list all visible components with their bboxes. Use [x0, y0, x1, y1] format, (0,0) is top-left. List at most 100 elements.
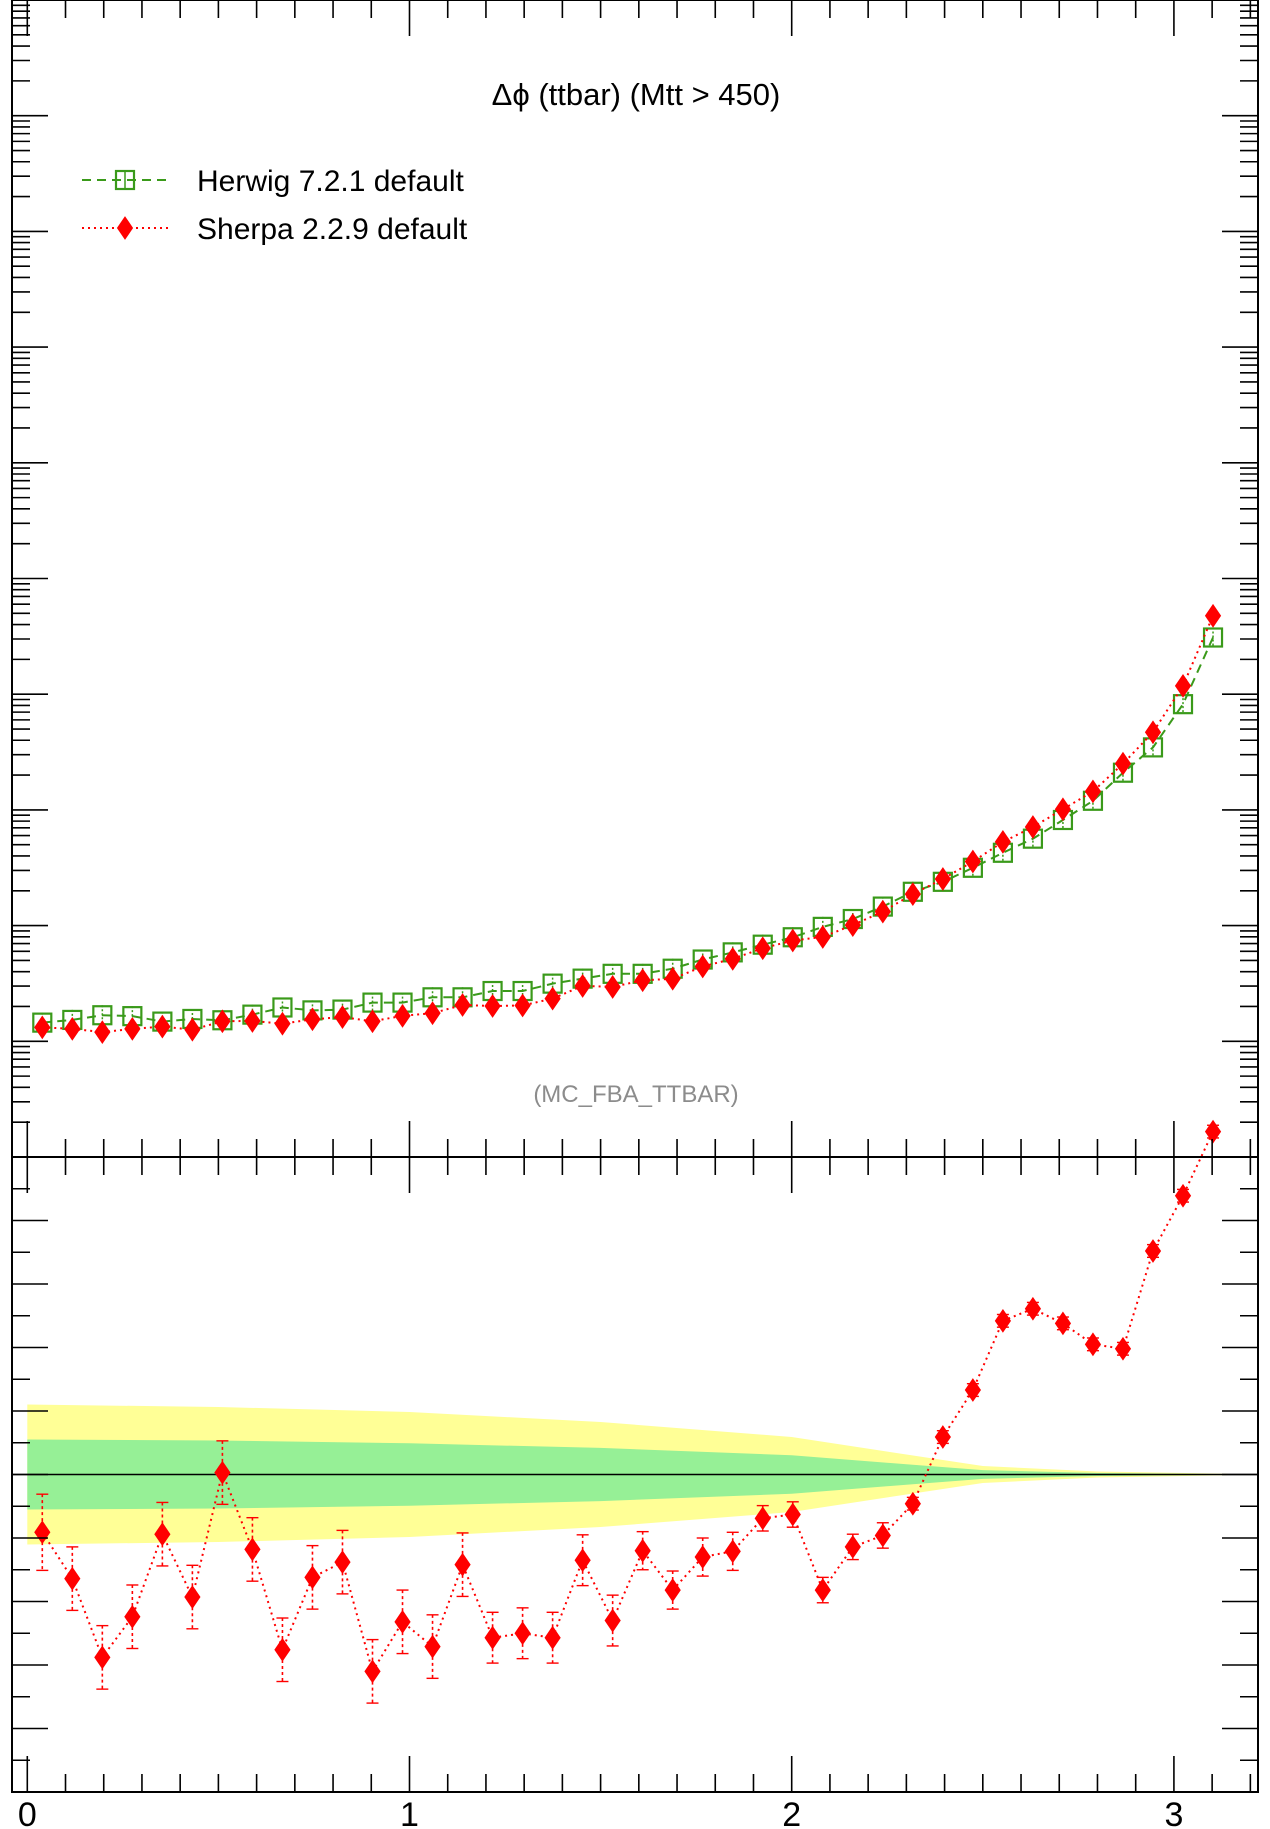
x-tick-label-2: 2	[782, 1796, 801, 1829]
ratio-point	[934, 1425, 951, 1449]
main-point	[814, 925, 831, 949]
ratio-point	[844, 1535, 861, 1559]
main-point	[184, 1017, 201, 1042]
ratio-point	[214, 1460, 231, 1485]
ratio-point	[454, 1552, 471, 1577]
main-point	[754, 936, 771, 961]
ratio-point	[124, 1604, 141, 1629]
main-series-line	[42, 637, 1214, 1024]
main-point	[94, 1020, 111, 1045]
legend-label-herwig: Herwig 7.2.1 default	[197, 165, 464, 198]
main-point	[454, 993, 471, 1017]
main-point	[634, 968, 651, 993]
ratio-point	[394, 1609, 411, 1634]
main-point	[1024, 815, 1042, 839]
title-symbol: Δϕ	[492, 77, 530, 112]
main-point	[574, 974, 591, 998]
ratio-point	[64, 1566, 81, 1591]
main-point	[694, 954, 711, 979]
main-series-herwig	[32, 627, 1224, 1033]
main-point	[1114, 751, 1132, 776]
ratio-point	[664, 1578, 681, 1602]
ratio-point	[574, 1548, 591, 1573]
ratio-point	[634, 1538, 651, 1563]
main-point	[784, 928, 801, 953]
ratio-point	[304, 1565, 321, 1590]
ratio-point	[244, 1537, 261, 1562]
ratio-point	[1114, 1336, 1132, 1361]
legend: Herwig 7.2.1 default Sherpa 2.2.9 defaul…	[82, 165, 468, 246]
main-point	[1204, 603, 1222, 628]
ratio-point	[184, 1585, 201, 1609]
ratio-point	[334, 1550, 351, 1575]
ratio-point	[814, 1578, 831, 1602]
legend-label-sherpa: Sherpa 2.2.9 default	[197, 213, 468, 246]
ratio-point	[904, 1491, 921, 1516]
main-point	[124, 1017, 141, 1041]
main-point	[304, 1007, 321, 1032]
ratio-point	[1054, 1311, 1072, 1336]
x-tick-label-1: 1	[400, 1796, 419, 1829]
ratio-series-line	[41, 1131, 1214, 1674]
x-tick-label-0: 0	[18, 1796, 37, 1829]
main-point	[244, 1009, 261, 1033]
ratio-point	[1174, 1183, 1192, 1208]
ratio-point	[94, 1645, 111, 1670]
ratio-point	[754, 1506, 771, 1531]
main-point	[994, 830, 1011, 854]
main-point	[874, 899, 891, 924]
tick-labels: 0 1 2 3	[18, 1796, 1184, 1829]
main-point	[424, 1001, 441, 1026]
ratio-point	[34, 1520, 51, 1545]
main-point	[64, 1017, 81, 1041]
ratio-point	[604, 1608, 621, 1633]
main-point	[394, 1003, 411, 1028]
ticks	[12, 0, 1258, 1792]
ratio-point	[274, 1637, 291, 1662]
ratio-point	[994, 1308, 1011, 1333]
main-point	[1144, 720, 1162, 745]
ratio-point	[544, 1625, 561, 1650]
main-point	[934, 867, 951, 891]
ratio-point	[1084, 1332, 1102, 1357]
main-point	[1054, 797, 1072, 822]
ratio-point	[364, 1659, 381, 1684]
main-point	[664, 966, 681, 991]
analysis-annotation: (MC_FBA_TTBAR)	[533, 1081, 738, 1108]
main-point	[964, 849, 981, 874]
ratio-point	[424, 1634, 441, 1659]
ratio-point	[1144, 1239, 1162, 1263]
main-series-sherpa	[34, 603, 1222, 1045]
ratio-series-sherpa	[34, 1119, 1222, 1704]
main-point	[844, 913, 861, 937]
main-point	[334, 1005, 351, 1029]
legend-marker-sherpa	[116, 216, 134, 240]
ratio-point	[964, 1378, 981, 1402]
main-point	[1174, 673, 1192, 698]
main-point	[34, 1015, 51, 1040]
main-point	[154, 1014, 171, 1039]
main-point	[214, 1009, 231, 1034]
main-point	[1202, 627, 1224, 648]
main-point	[484, 994, 501, 1018]
ratio-point	[1024, 1296, 1042, 1321]
ratio-point	[514, 1621, 531, 1646]
ratio-point	[874, 1523, 891, 1548]
ratio-point	[784, 1502, 801, 1527]
main-point	[904, 882, 921, 907]
ratio-point	[484, 1625, 501, 1650]
title-rest: (ttbar) (Mtt > 450)	[530, 77, 781, 112]
main-point	[514, 993, 531, 1018]
x-tick-label-3: 3	[1164, 1796, 1183, 1829]
main-point	[1084, 779, 1102, 804]
main-point	[604, 975, 621, 999]
ratio-point	[154, 1522, 171, 1547]
main-point	[364, 1009, 381, 1034]
ratio-point	[694, 1545, 711, 1569]
ratio-point	[1204, 1119, 1222, 1144]
main-point	[724, 946, 741, 971]
main-point	[544, 986, 561, 1011]
main-point	[274, 1011, 291, 1036]
panel-title: Δϕ (ttbar) (Mtt > 450)	[492, 77, 781, 112]
